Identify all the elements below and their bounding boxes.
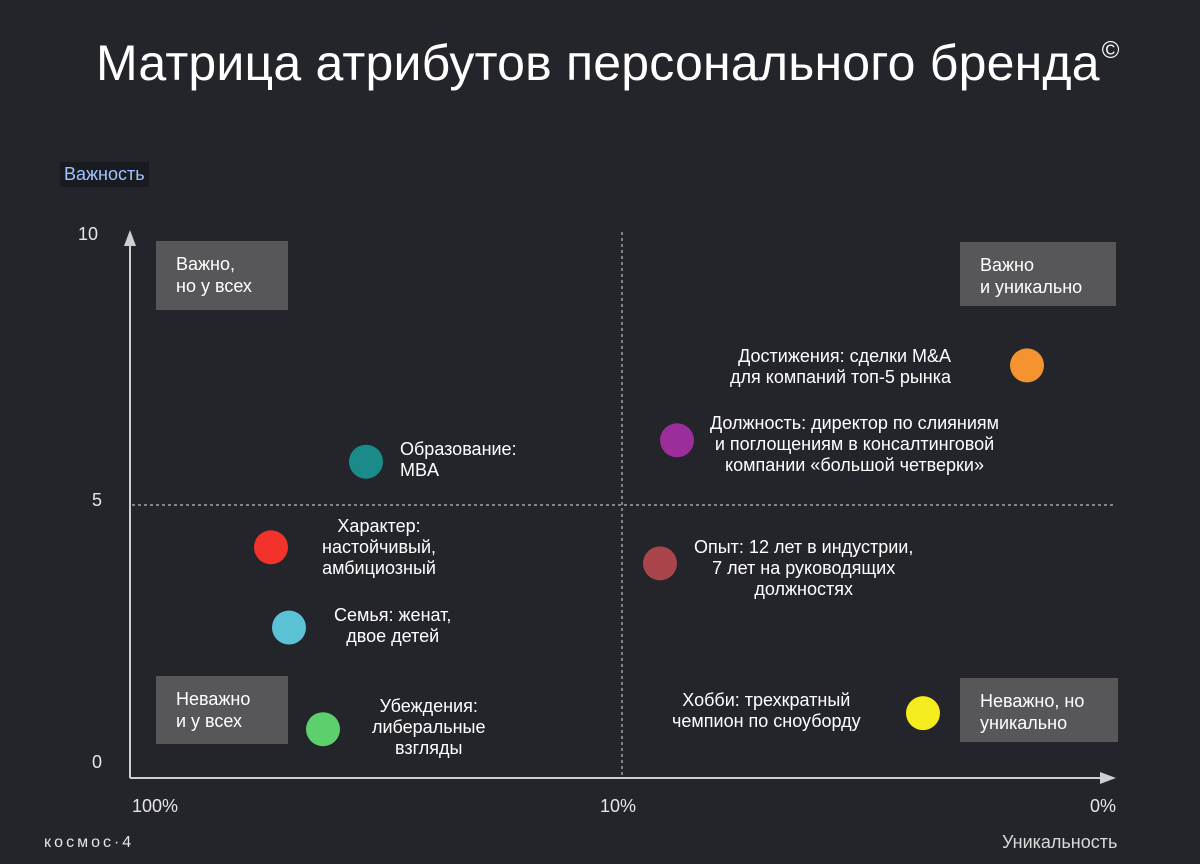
point-label-hobby: Хобби: трехкратный чемпион по сноуборду bbox=[672, 690, 861, 731]
point-label-position: Должность: директор по слияниям и поглощ… bbox=[710, 413, 1000, 475]
point-character bbox=[254, 530, 288, 565]
point-label-achievements: Достижения: сделки M&A для компаний топ-… bbox=[730, 346, 952, 387]
point-family bbox=[272, 610, 306, 645]
point-label-character: Характер: настойчивый, амбициозный bbox=[322, 516, 437, 578]
y-tick-label: 10 bbox=[78, 224, 99, 244]
x-axis-arrow bbox=[1100, 772, 1116, 784]
page-title: Матрица атрибутов персонального бренда© bbox=[96, 35, 1120, 91]
y-tick-label: 0 bbox=[92, 752, 103, 772]
quadrant-label-unimportant-unique: Неважно, но уникально bbox=[960, 678, 1118, 742]
x-tick-label: 10% bbox=[600, 796, 637, 816]
x-axis-label: Уникальность bbox=[1002, 832, 1118, 852]
point-position bbox=[660, 423, 694, 458]
point-achievements bbox=[1010, 348, 1044, 383]
y-axis-arrow bbox=[124, 230, 136, 246]
quadrant-label-important-common: Важно, но у всех bbox=[156, 241, 288, 310]
x-tick-label: 0% bbox=[1090, 796, 1117, 816]
copyright-mark: © bbox=[1101, 37, 1120, 64]
y-axis-label: Важность bbox=[60, 162, 149, 187]
point-education bbox=[349, 444, 383, 479]
quadrant-label-unimportant-common: Неважно и у всех bbox=[156, 676, 288, 744]
point-label-family: Семья: женат, двое детей bbox=[334, 605, 452, 646]
x-tick-label: 100% bbox=[132, 796, 179, 816]
point-label-education: Образование: MBA bbox=[400, 439, 517, 480]
point-label-experience: Опыт: 12 лет в индустрии, 7 лет на руков… bbox=[694, 537, 914, 599]
y-tick-label: 5 bbox=[92, 490, 103, 510]
point-experience bbox=[643, 546, 677, 581]
point-label-beliefs: Убеждения: либеральные взгляды bbox=[372, 696, 486, 758]
point-beliefs bbox=[306, 712, 340, 747]
point-hobby bbox=[906, 696, 940, 731]
brand-logo: космос·4 bbox=[44, 834, 135, 851]
quadrant-label-important-unique: Важно и уникально bbox=[960, 242, 1116, 306]
